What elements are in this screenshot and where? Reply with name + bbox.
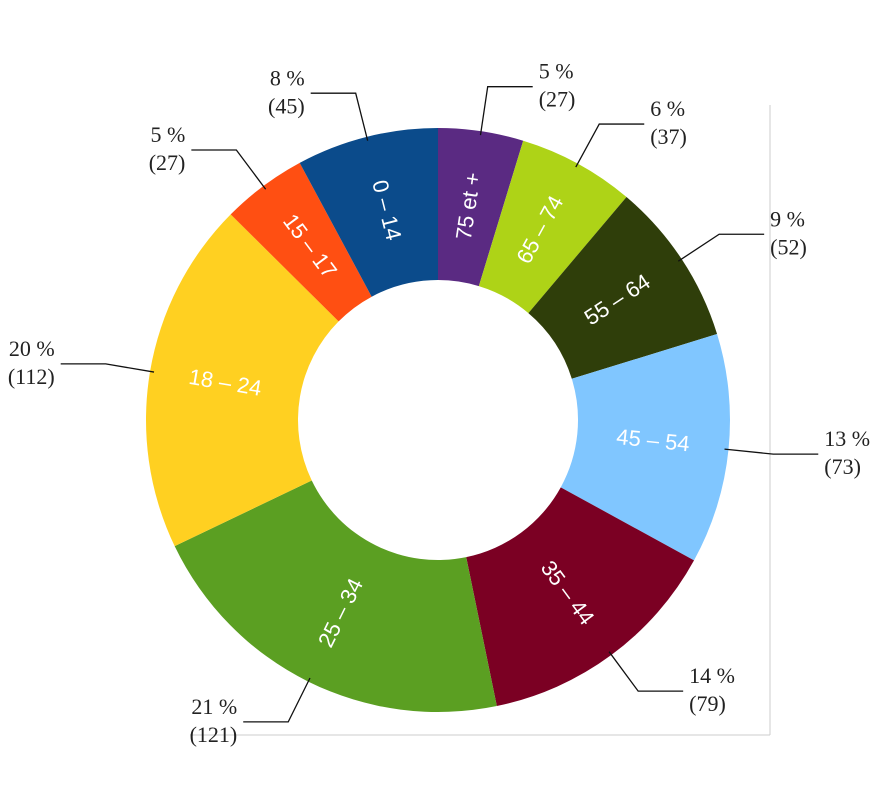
percent-label: 8 % xyxy=(270,65,305,90)
count-label: (27) xyxy=(149,150,186,175)
leader-line xyxy=(479,86,533,136)
leader-line xyxy=(60,363,155,373)
percent-label: 5 % xyxy=(539,59,574,84)
count-label: (79) xyxy=(689,691,726,716)
segment xyxy=(299,128,438,297)
count-label: (45) xyxy=(268,93,305,118)
count-label: (52) xyxy=(770,234,807,259)
segment xyxy=(528,197,718,379)
segment xyxy=(478,140,627,314)
leader-line xyxy=(677,233,765,262)
leader-line xyxy=(191,149,267,190)
percent-label: 5 % xyxy=(151,122,186,147)
leader-line xyxy=(243,677,311,723)
percent-label: 21 % xyxy=(191,694,237,719)
segment xyxy=(145,214,339,547)
percent-label: 9 % xyxy=(770,206,805,231)
percent-label: 13 % xyxy=(824,426,870,451)
leader-line xyxy=(310,92,369,141)
percent-label: 20 % xyxy=(9,336,55,361)
segment xyxy=(230,162,372,322)
segment xyxy=(560,334,730,561)
leader-line xyxy=(608,651,684,692)
count-label: (73) xyxy=(824,454,861,479)
count-label: (27) xyxy=(539,87,576,112)
segment xyxy=(466,487,695,707)
leader-line xyxy=(724,448,819,455)
percent-label: 6 % xyxy=(650,96,685,121)
count-label: (121) xyxy=(190,722,238,747)
count-label: (37) xyxy=(650,124,687,149)
leader-line xyxy=(575,123,645,168)
segment xyxy=(438,128,524,287)
count-label: (112) xyxy=(8,364,55,389)
segment xyxy=(174,480,497,712)
percent-label: 14 % xyxy=(689,663,735,688)
